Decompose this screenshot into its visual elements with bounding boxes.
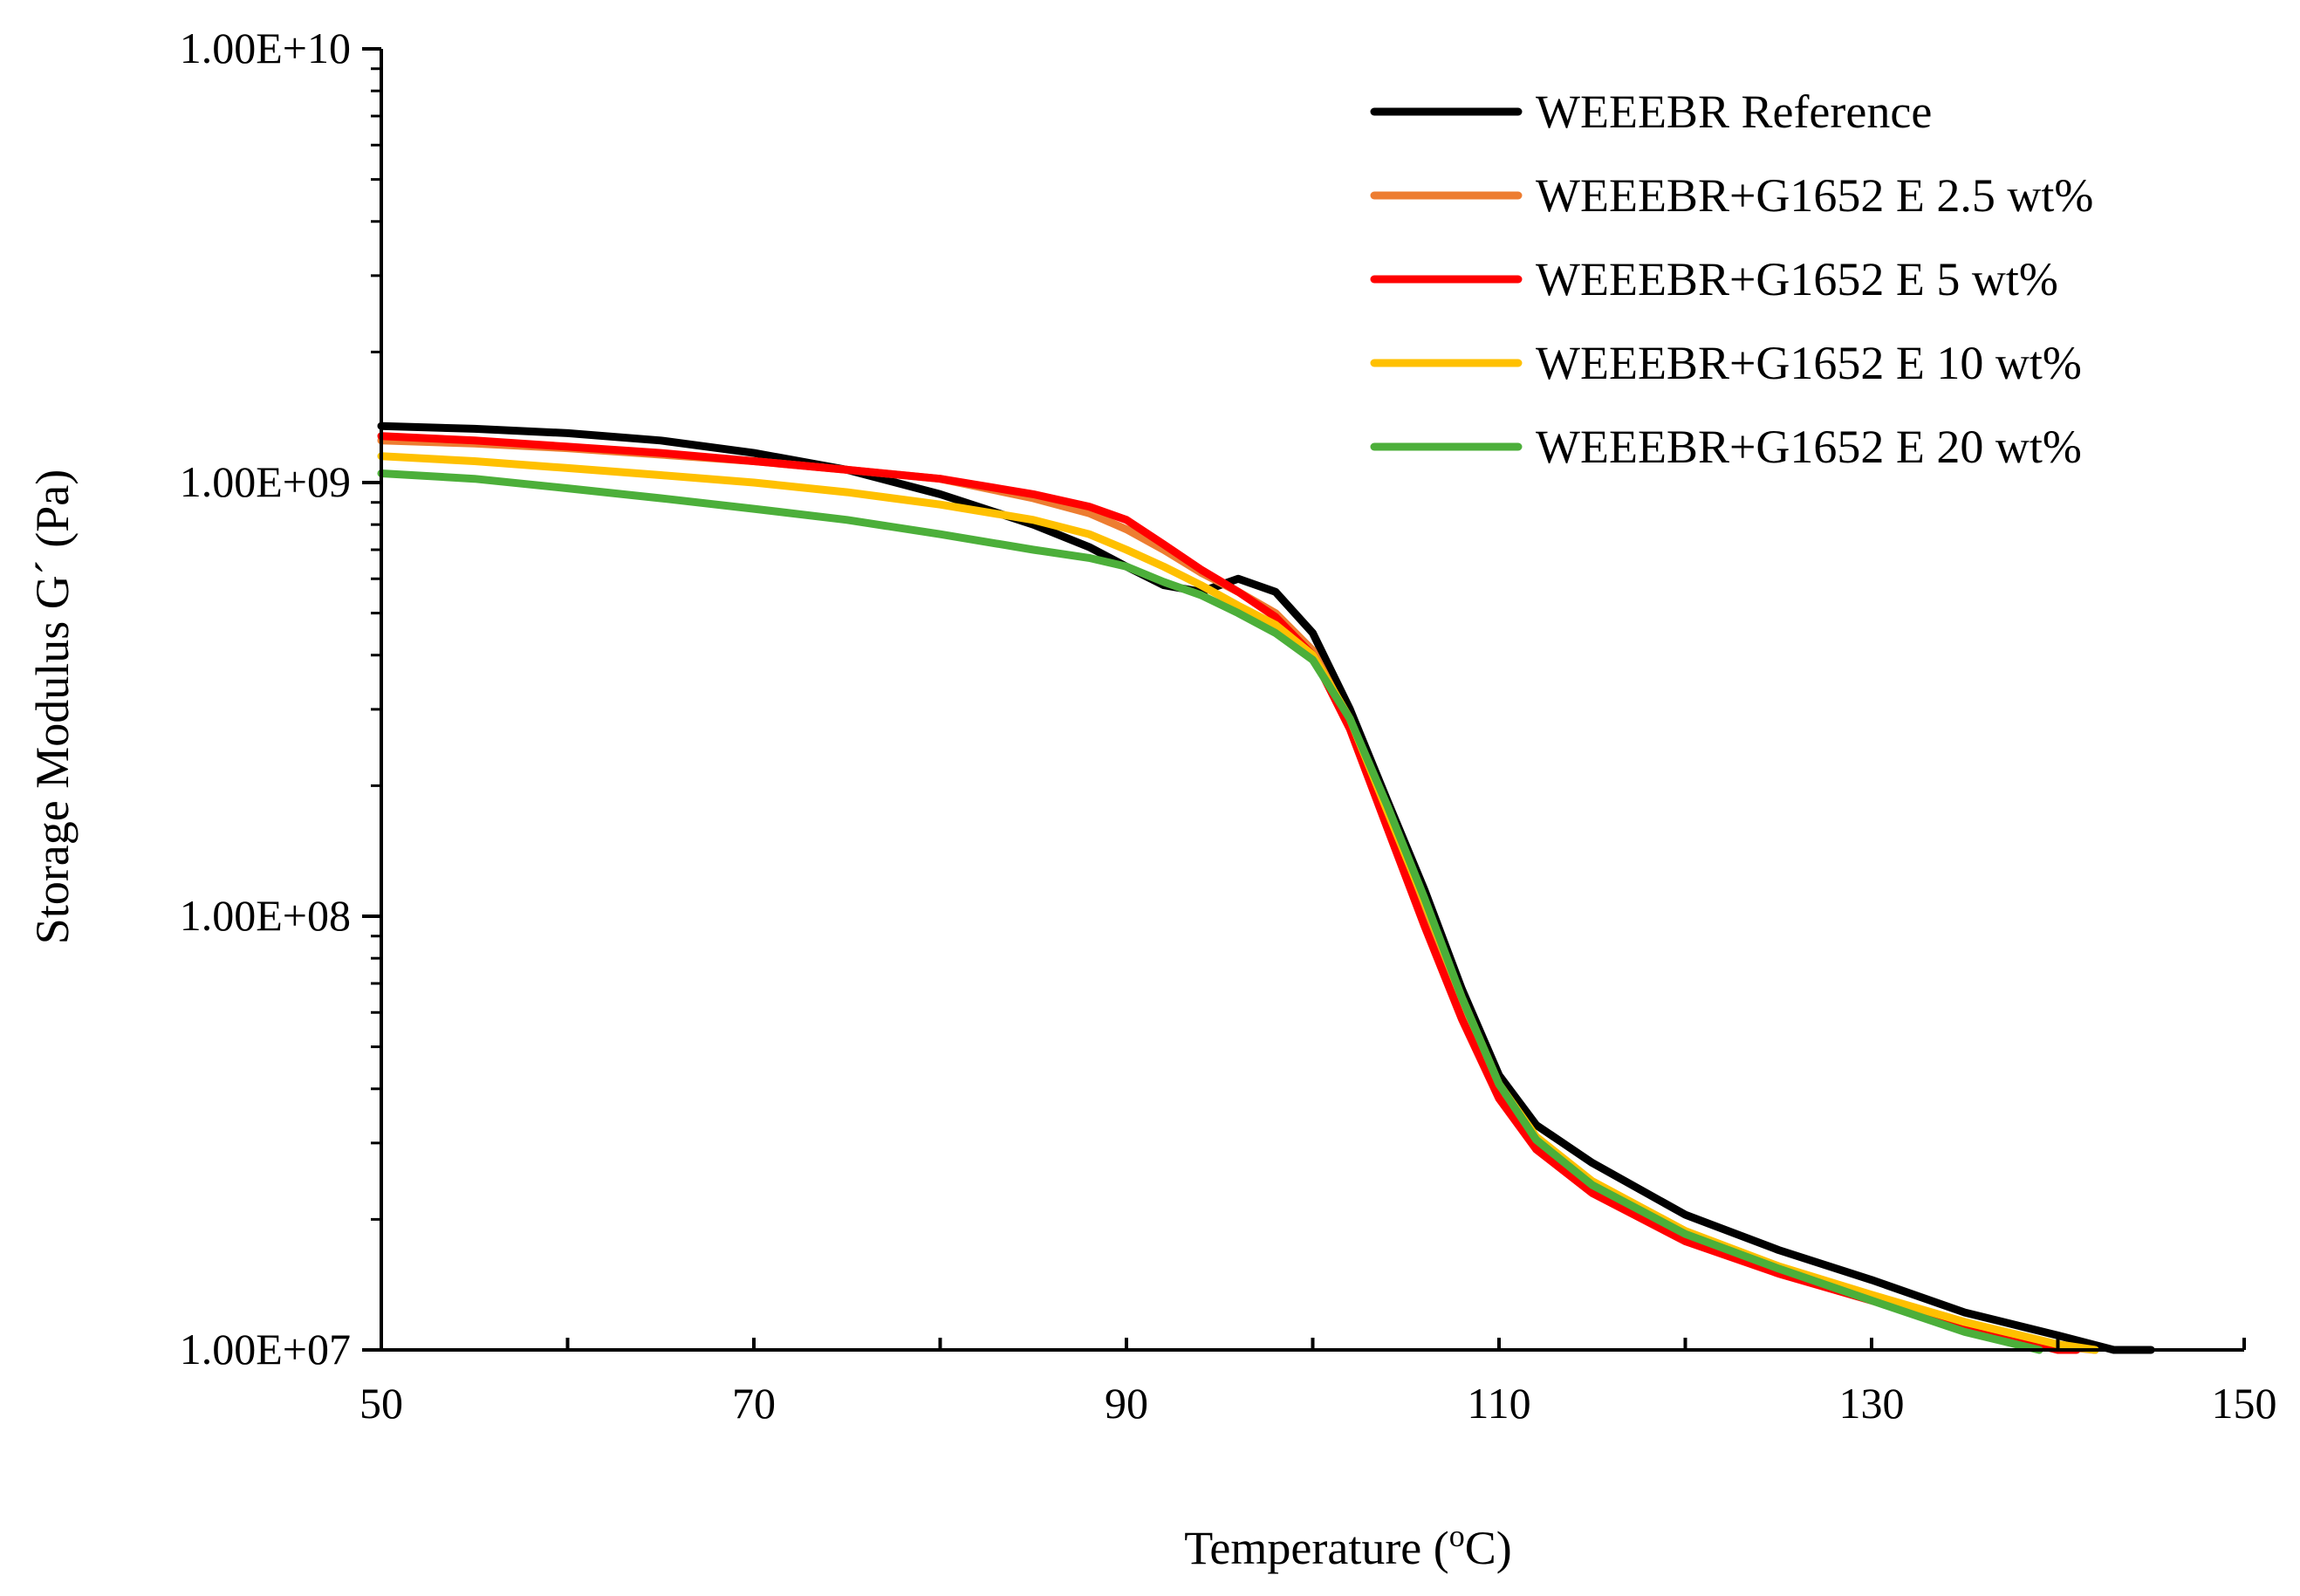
legend-label-3: WEEEBR+G1652 E 5 wt% xyxy=(1536,253,2058,305)
x-tick-label: 130 xyxy=(1839,1379,1905,1428)
legend-label-2: WEEEBR+G1652 E 2.5 wt% xyxy=(1536,169,2093,222)
y-axis-ticks: 1.00E+07 1.00E+08 1.00E+09 1.00E+10 xyxy=(180,24,381,1373)
series-line-5 xyxy=(377,469,2043,1354)
series-line-1 xyxy=(377,421,2155,1354)
legend-label-5: WEEEBR+G1652 E 20 wt% xyxy=(1536,421,2082,473)
x-tick-label: 70 xyxy=(732,1379,776,1428)
y-tick-label: 1.00E+10 xyxy=(180,24,351,72)
x-tick-label: 90 xyxy=(1105,1379,1148,1428)
x-axis-ticks: 50 70 90 110 130 150 xyxy=(359,1338,2277,1428)
legend-label-1: WEEEBR Reference xyxy=(1536,86,1932,138)
x-tick-label: 150 xyxy=(2212,1379,2277,1428)
legend-label-4: WEEEBR+G1652 E 10 wt% xyxy=(1536,337,2082,389)
x-tick-label: 110 xyxy=(1467,1379,1530,1428)
plot-area: 50 70 90 110 130 150 1.00E+07 1.00E+08 1.00E+09… xyxy=(180,24,2277,1428)
legend: WEEEBR Reference WEEEBR+G1652 E 2.5 wt% WE… xyxy=(1370,86,2093,473)
y-axis-title: Storage Modulus G´ (Pa) xyxy=(26,469,79,944)
x-axis-title-superscript: o xyxy=(1449,1518,1465,1553)
x-axis-title: Temperature (oC) xyxy=(1184,1518,1512,1574)
y-tick-label: 1.00E+09 xyxy=(180,457,351,506)
series-layer xyxy=(377,421,2155,1354)
y-tick-label: 1.00E+08 xyxy=(180,891,351,940)
series-line-3 xyxy=(377,432,2081,1354)
x-tick-label: 50 xyxy=(359,1379,403,1428)
y-tick-label: 1.00E+07 xyxy=(180,1325,351,1373)
